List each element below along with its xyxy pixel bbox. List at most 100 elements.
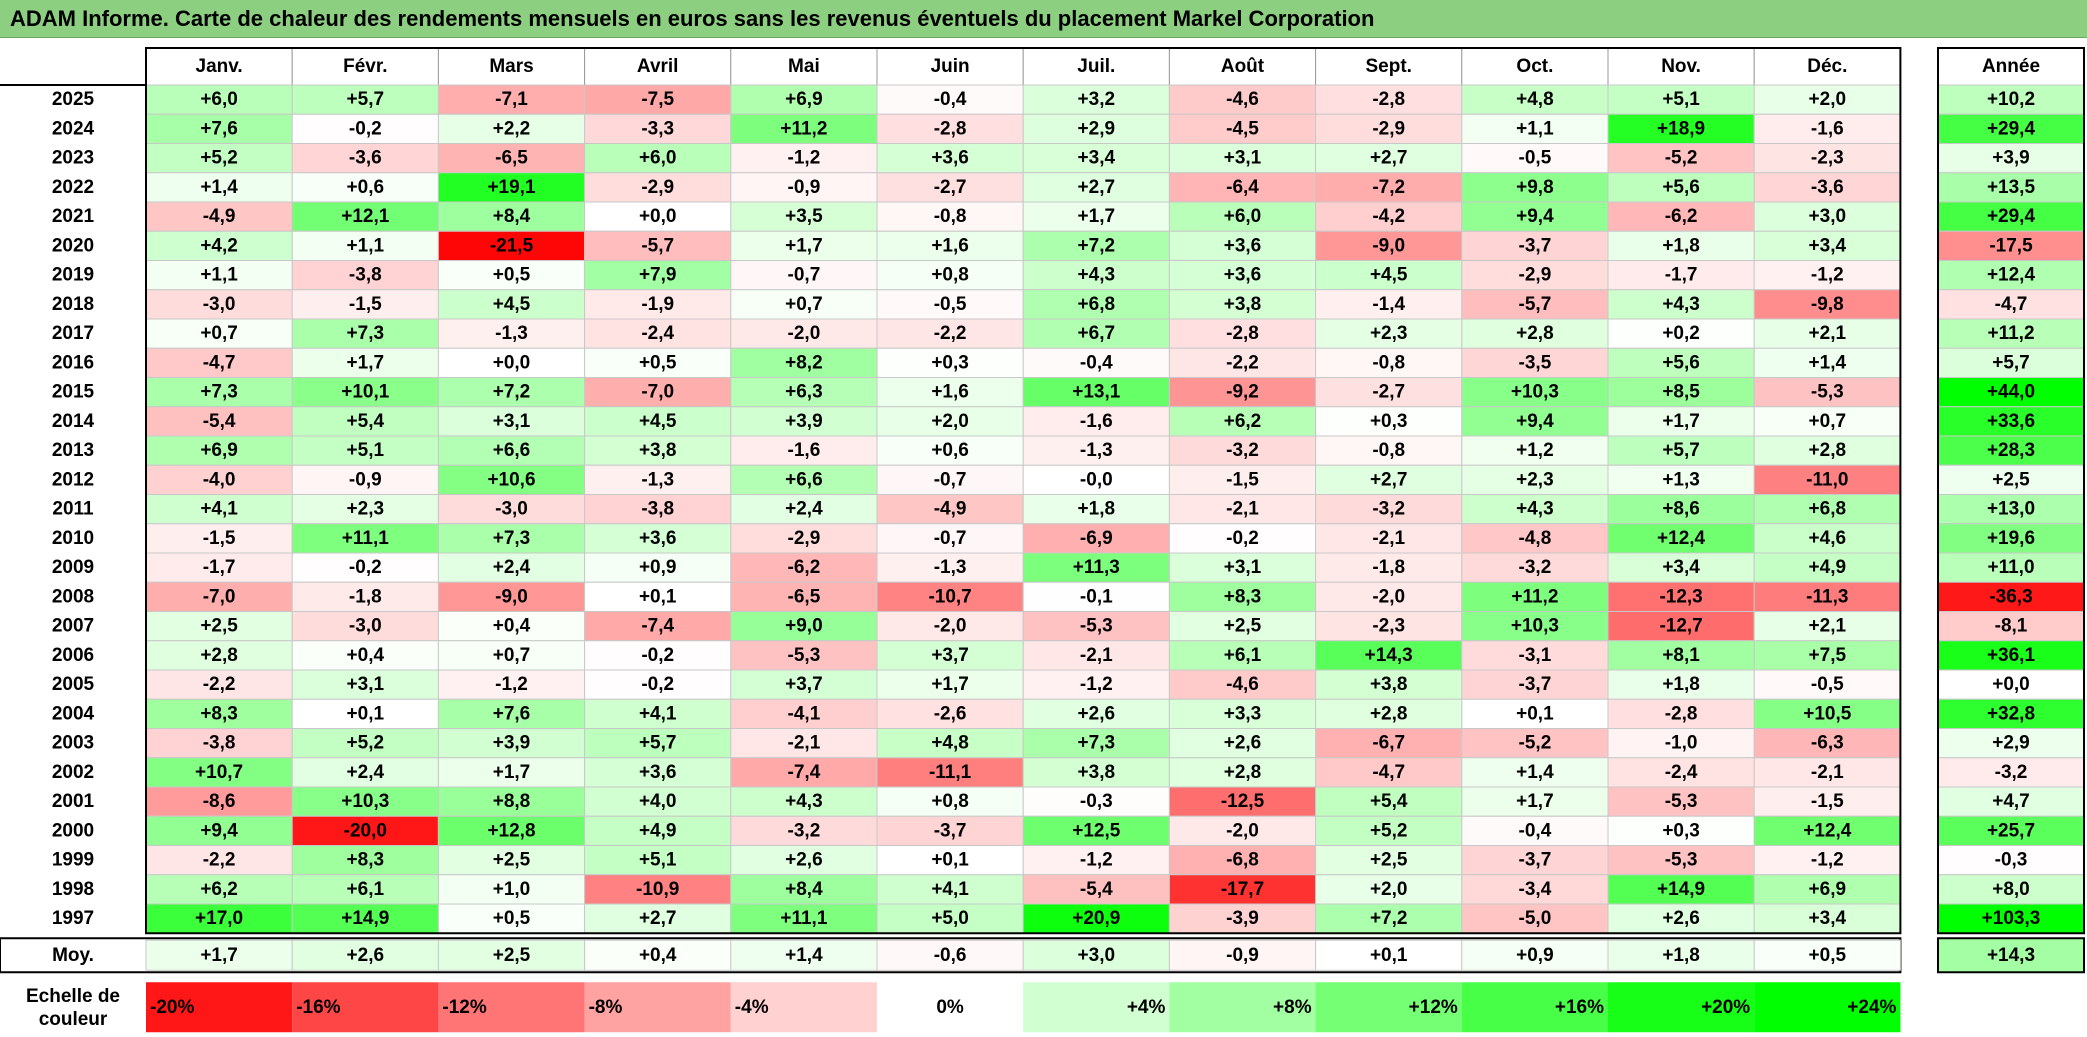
- heatmap-cell: [1168, 728, 1317, 759]
- cell-value: +6,0: [200, 89, 238, 110]
- cell-value: -1,7: [203, 557, 236, 578]
- cell-value: -2,9: [1519, 265, 1552, 286]
- heatmap-cell: [145, 230, 293, 261]
- heatmap-cell: [1461, 260, 1609, 291]
- cell-value: -5,4: [203, 411, 236, 432]
- heatmap-cell: [145, 172, 293, 203]
- cell-value: +8,4: [493, 206, 531, 227]
- cell-value: +4,9: [1809, 557, 1847, 578]
- cell-value: -1,5: [1226, 469, 1259, 490]
- year-label-2005: 2005: [52, 674, 95, 695]
- cell-value: +3,8: [1370, 674, 1408, 695]
- heatmap-cell: [876, 260, 1024, 291]
- cell-value: +1,0: [493, 879, 531, 900]
- cell-value: -1,6: [1811, 118, 1844, 139]
- heatmap-cell: [1168, 494, 1317, 525]
- cell-value: +10,5: [1803, 703, 1852, 724]
- year-label-2025: 2025: [52, 89, 95, 110]
- cell-value: -7,5: [641, 89, 674, 110]
- cell-value: +1,7: [1516, 791, 1554, 812]
- cell-value: +2,8: [1809, 440, 1847, 461]
- cell-value: -2,1: [1226, 499, 1259, 520]
- month-header-cell: [437, 47, 586, 86]
- cell-value: +1,3: [1662, 469, 1700, 490]
- cell-value: -2,4: [1665, 762, 1698, 783]
- cell-value: +0,6: [347, 177, 385, 198]
- heatmap-cell: [145, 874, 293, 905]
- average-annual-value: +14,3: [1987, 945, 2035, 966]
- heatmap-cell: [1461, 815, 1609, 846]
- scale-swatch: [1754, 982, 1901, 1033]
- cell-value: +5,0: [931, 908, 969, 929]
- heatmap-cell: [584, 874, 732, 905]
- cell-value: -8,6: [203, 791, 236, 812]
- cell-value: +2,7: [1370, 469, 1408, 490]
- heatmap-cell: [437, 113, 586, 144]
- heatmap-cell: [437, 464, 586, 495]
- heatmap-cell: [437, 260, 586, 291]
- cell-value: +3,4: [1662, 557, 1700, 578]
- cell-value: -5,3: [788, 645, 821, 666]
- cell-value: +0,0: [639, 206, 677, 227]
- cell-value: +4,3: [785, 791, 823, 812]
- cell-value: -1,3: [495, 323, 528, 344]
- cell-value: -2,3: [1811, 148, 1844, 169]
- cell-value: +0,4: [493, 616, 531, 637]
- cell-value: -7,1: [495, 89, 528, 110]
- cell-value: -5,3: [1665, 791, 1698, 812]
- cell-value: +17,0: [195, 908, 243, 929]
- cell-value: -7,0: [203, 586, 236, 607]
- month-header-2: Mars: [489, 56, 533, 77]
- cell-value: +3,8: [639, 440, 677, 461]
- cell-value: +6,7: [1078, 323, 1116, 344]
- cell-value: +13,1: [1072, 382, 1121, 403]
- cell-value: +11,1: [780, 908, 827, 929]
- heatmap-cell: [1607, 786, 1755, 817]
- cell-value: -1,8: [349, 586, 382, 607]
- year-label-2020: 2020: [52, 235, 94, 256]
- heatmap-cell: [145, 143, 293, 174]
- cell-value: +2,3: [1370, 323, 1408, 344]
- annual-value: +19,6: [1987, 528, 2035, 549]
- heatmap-cell: [730, 523, 878, 554]
- cell-value: +12,1: [341, 206, 390, 227]
- heatmap-cell: [584, 640, 732, 671]
- cell-value: -2,1: [1372, 528, 1405, 549]
- average-cell: [730, 939, 878, 971]
- cell-value: -0,0: [1080, 469, 1113, 490]
- cell-value: +0,5: [639, 352, 677, 373]
- month-header-7: Août: [1221, 56, 1265, 77]
- average-value: +2,5: [493, 945, 531, 966]
- cell-value: -7,2: [1372, 177, 1405, 198]
- month-header-0: Janv.: [196, 56, 243, 77]
- heatmap-cell: [876, 728, 1024, 759]
- annual-value: +10,2: [1987, 89, 2035, 110]
- heatmap-cell: [145, 640, 293, 671]
- cell-value: -9,2: [1226, 382, 1259, 403]
- heatmap-cell: [1753, 728, 1901, 759]
- cell-value: -1,7: [1665, 265, 1698, 286]
- cell-value: +3,7: [931, 645, 969, 666]
- annual-cell: [1937, 347, 2085, 378]
- heatmap-cell: [876, 903, 1024, 934]
- heatmap-cell: [437, 172, 586, 203]
- year-label-2009: 2009: [52, 557, 94, 578]
- heatmap-cell: [1168, 289, 1317, 320]
- cell-value: -3,5: [1519, 352, 1552, 373]
- heatmap-cell: [1022, 318, 1170, 349]
- cell-value: +4,9: [639, 820, 677, 841]
- average-value: +1,4: [785, 945, 823, 966]
- annual-value: +11,0: [1987, 557, 2034, 578]
- cell-value: +0,7: [1809, 411, 1847, 432]
- cell-value: -7,4: [641, 616, 674, 637]
- heatmap-cell: [1168, 172, 1317, 203]
- cell-value: -0,4: [1080, 352, 1113, 373]
- cell-value: -3,3: [641, 118, 674, 139]
- heatmap-cell: [1461, 640, 1609, 671]
- year-label-2016: 2016: [52, 352, 94, 373]
- average-value: +1,7: [200, 945, 238, 966]
- cell-value: -3,1: [1519, 645, 1552, 666]
- cell-value: +2,6: [785, 850, 823, 871]
- heatmap-cell: [291, 757, 439, 788]
- heatmap-cell: [1315, 113, 1463, 144]
